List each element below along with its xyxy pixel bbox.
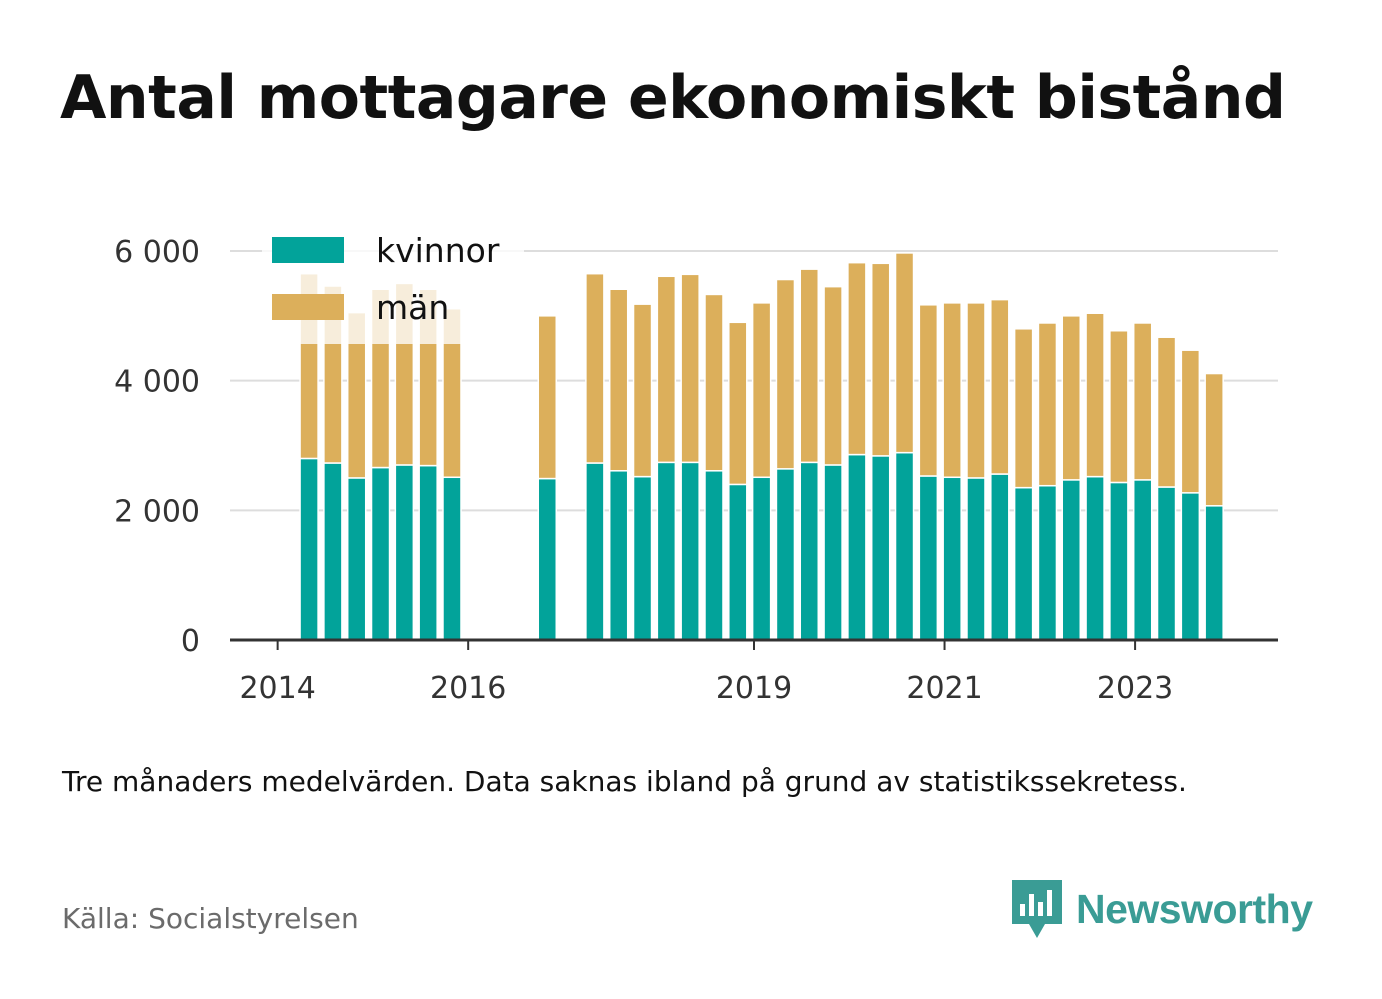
- bar-man: [1156, 336, 1177, 488]
- bar-kvinnor: [823, 464, 843, 641]
- bar-kvinnor: [585, 462, 605, 641]
- bar-kvinnor: [1132, 479, 1153, 641]
- bar-kvinnor: [1204, 505, 1224, 641]
- bar-man: [847, 261, 867, 456]
- bar-man: [1037, 322, 1058, 487]
- bar-kvinnor: [966, 477, 986, 641]
- bar-kvinnor: [1156, 486, 1177, 641]
- bar-kvinnor: [346, 477, 367, 641]
- bar-man: [823, 285, 843, 466]
- bar-kvinnor: [394, 464, 415, 641]
- bar-kvinnor: [299, 457, 319, 641]
- bar-kvinnor: [537, 477, 558, 641]
- bar-kvinnor: [1013, 486, 1034, 641]
- bar-kvinnor: [894, 451, 915, 641]
- bar-man: [680, 273, 700, 464]
- legend-swatch-kvinnor: [272, 237, 344, 263]
- bar-kvinnor: [1109, 481, 1129, 641]
- bar-kvinnor: [775, 468, 796, 641]
- bar-man: [870, 262, 891, 457]
- x-tick-label: 2021: [906, 671, 982, 706]
- bar-kvinnor: [1180, 492, 1201, 641]
- bar-man: [585, 272, 605, 464]
- bar-kvinnor: [990, 473, 1010, 641]
- bar-kvinnor: [1061, 479, 1082, 641]
- bar-man: [918, 304, 939, 477]
- y-tick-label: 0: [181, 624, 200, 659]
- bar-kvinnor: [442, 476, 462, 641]
- bar-man: [751, 302, 772, 479]
- legend: kvinnor män: [262, 228, 524, 344]
- bar-man: [704, 293, 724, 472]
- x-tick-label: 2016: [430, 671, 506, 706]
- bar-kvinnor: [632, 475, 653, 641]
- newsworthy-logo-icon: [1012, 880, 1062, 938]
- x-tick-label: 2014: [239, 671, 315, 706]
- bar-kvinnor: [680, 461, 700, 641]
- bar-kvinnor: [656, 461, 677, 641]
- chart-note: Tre månaders medelvärden. Data saknas ib…: [62, 765, 1187, 798]
- legend-swatch-man: [272, 294, 344, 320]
- bar-kvinnor: [1085, 475, 1105, 641]
- bar-kvinnor: [323, 462, 343, 641]
- bar-chart: kvinnor män 0 2 000 4 000 6 000 2014 2016 2019 2…: [114, 228, 1278, 706]
- brand-name: Newsworthy: [1076, 885, 1313, 932]
- source-text: Källa: Socialstyrelsen: [62, 902, 359, 935]
- bar-man: [632, 303, 653, 478]
- bar-kvinnor: [608, 470, 629, 641]
- y-tick-label: 6 000: [114, 235, 200, 270]
- bar-kvinnor: [918, 475, 939, 641]
- bar-kvinnor: [418, 464, 438, 641]
- bar-kvinnor: [704, 470, 724, 641]
- bar-man: [1132, 322, 1153, 481]
- y-tick-label: 4 000: [114, 365, 200, 400]
- bar-kvinnor: [370, 466, 391, 641]
- bar-man: [966, 302, 986, 479]
- bar-man: [728, 321, 748, 486]
- bar-kvinnor: [751, 476, 772, 641]
- bar-man: [894, 252, 915, 454]
- x-tick-label: 2019: [716, 671, 792, 706]
- bar-man: [1204, 372, 1224, 507]
- axes: 0 2 000 4 000 6 000 2014 2016 2019 2021 2023: [114, 235, 1278, 706]
- bar-man: [1085, 312, 1105, 478]
- x-tick-label: 2023: [1097, 671, 1173, 706]
- bar-kvinnor: [799, 461, 820, 641]
- bar-man: [990, 298, 1010, 475]
- bar-man: [1109, 329, 1129, 484]
- bar-man: [1180, 349, 1201, 494]
- bar-man: [1013, 328, 1034, 489]
- bar-kvinnor: [942, 476, 962, 641]
- brand-logo: Newsworthy: [1012, 880, 1313, 938]
- bar-man: [942, 302, 962, 479]
- legend-label: män: [376, 288, 449, 327]
- bar-man: [799, 268, 820, 464]
- bar-man: [537, 315, 558, 480]
- chart-title: Antal mottagare ekonomiskt bistånd: [60, 63, 1286, 133]
- bar-man: [1061, 315, 1082, 481]
- bar-kvinnor: [870, 455, 891, 641]
- bars: [299, 252, 1224, 641]
- bar-kvinnor: [1037, 484, 1058, 641]
- bar-man: [775, 278, 796, 470]
- bar-kvinnor: [728, 483, 748, 641]
- y-tick-label: 2 000: [114, 494, 200, 529]
- bar-man: [608, 288, 629, 472]
- bar-man: [656, 275, 677, 464]
- legend-label: kvinnor: [376, 231, 500, 270]
- bar-kvinnor: [847, 453, 867, 641]
